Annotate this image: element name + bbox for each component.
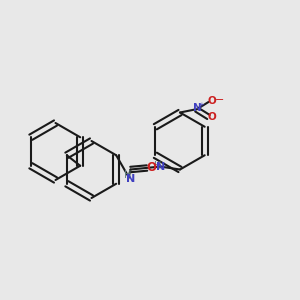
Text: N: N: [156, 162, 165, 172]
Text: N: N: [126, 174, 135, 184]
Text: −: −: [214, 94, 224, 105]
Text: H: H: [154, 160, 161, 171]
Text: H: H: [124, 170, 131, 180]
Text: O: O: [146, 161, 157, 174]
Text: O: O: [208, 112, 217, 122]
Text: +: +: [198, 102, 204, 108]
Text: N: N: [193, 103, 202, 113]
Text: O: O: [208, 96, 217, 106]
